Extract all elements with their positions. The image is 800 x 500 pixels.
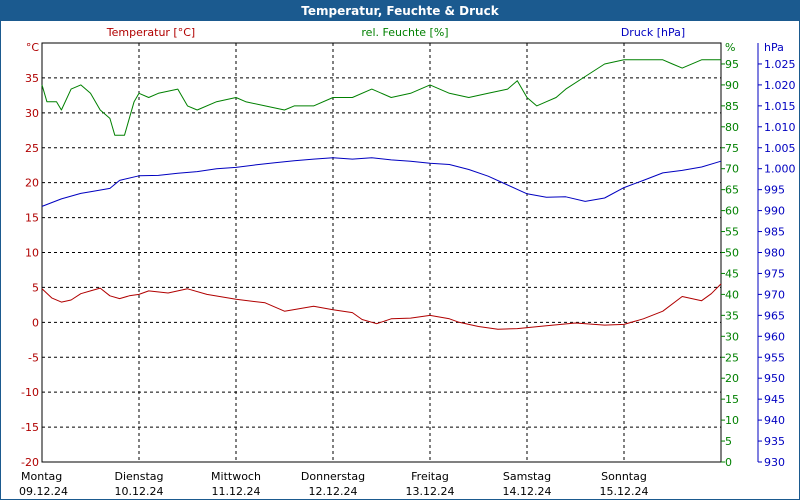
humidity-tick-label: 75: [725, 142, 739, 155]
x-tick-day-label: Freitag: [411, 470, 449, 483]
pressure-tick-label: 985: [764, 226, 785, 239]
humidity-tick-label: 50: [725, 247, 739, 260]
temperature-tick-label: 10: [25, 247, 39, 260]
humidity-tick-label: 65: [725, 184, 739, 197]
temperature-tick-label: 0: [32, 316, 39, 329]
temperature-tick-label: -5: [28, 351, 39, 364]
temperature-tick-label: -15: [21, 421, 39, 434]
pressure-tick-label: 965: [764, 309, 785, 322]
x-tick-date-label: 10.12.24: [115, 485, 164, 498]
pressure-tick-label: 930: [764, 456, 785, 469]
humidity-tick-label: 95: [725, 58, 739, 71]
temperature-tick-label: 5: [32, 281, 39, 294]
x-tick-date-label: 12.12.24: [309, 485, 358, 498]
temperature-axis-label: Temperatur [°C]: [106, 26, 195, 39]
humidity-tick-label: 35: [725, 309, 739, 322]
x-tick-day-label: Sonntag: [601, 470, 647, 483]
pressure-tick-label: 945: [764, 393, 785, 406]
x-tick-day-label: Donnerstag: [301, 470, 365, 483]
pressure-unit-label: hPa: [764, 41, 784, 54]
temperature-tick-label: -10: [21, 386, 39, 399]
pressure-tick-label: 970: [764, 288, 785, 301]
pressure-tick-label: 1.025: [764, 58, 796, 71]
pressure-tick-label: 990: [764, 205, 785, 218]
temperature-tick-label: 25: [25, 142, 39, 155]
temperature-tick-label: 30: [25, 107, 39, 120]
pressure-tick-label: 955: [764, 351, 785, 364]
series-lines: [41, 59, 722, 330]
humidity-tick-label: 0: [725, 456, 732, 469]
humidity-tick-label: 45: [725, 267, 739, 280]
temperature-tick-label: 20: [25, 177, 39, 190]
humidity-tick-label: 55: [725, 226, 739, 239]
humidity-tick-label: 20: [725, 372, 739, 385]
pressure-tick-label: 940: [764, 414, 785, 427]
pressure-axis-label: Druck [hPa]: [621, 26, 685, 39]
x-tick-date-label: 11.12.24: [212, 485, 261, 498]
pressure-tick-label: 975: [764, 267, 785, 280]
pressure-tick-label: 1.015: [764, 100, 796, 113]
humidity-axis-label: rel. Feuchte [%]: [361, 26, 448, 39]
humidity-tick-label: 25: [725, 351, 739, 364]
temperature-tick-label: 15: [25, 212, 39, 225]
x-tick-day-label: Mittwoch: [211, 470, 261, 483]
humidity-tick-label: 15: [725, 393, 739, 406]
pressure-tick-label: 935: [764, 435, 785, 448]
humidity-tick-label: 70: [725, 163, 739, 176]
humidity-unit-label: %: [725, 41, 735, 54]
pressure-tick-label: 1.010: [764, 121, 796, 134]
pressure-tick-label: 960: [764, 330, 785, 343]
humidity-tick-label: 10: [725, 414, 739, 427]
pressure-tick-label: 1.020: [764, 79, 796, 92]
humidity-tick-label: 60: [725, 205, 739, 218]
temperature-unit-label: °C: [26, 41, 40, 54]
pressure-tick-label: 1.000: [764, 163, 796, 176]
humidity-tick-label: 30: [725, 330, 739, 343]
humidity-tick-label: 80: [725, 121, 739, 134]
series-line-humidity: [41, 59, 721, 136]
window-title: Temperatur, Feuchte & Druck: [1, 1, 799, 21]
pressure-tick-label: 995: [764, 184, 785, 197]
grid-lines: [42, 43, 721, 462]
series-line-temperature: [41, 283, 722, 330]
x-tick-date-label: 15.12.24: [600, 485, 649, 498]
axis-ticks: -20 -15 -10 -5 0 5 10 15 20 25 30 35 Montag 09.12.24 D…: [19, 58, 796, 498]
temperature-tick-label: -20: [21, 456, 39, 469]
x-tick-day-label: Montag: [21, 470, 62, 483]
pressure-tick-label: 980: [764, 247, 785, 260]
x-tick-date-label: 13.12.24: [406, 485, 455, 498]
pressure-tick-label: 950: [764, 372, 785, 385]
x-tick-day-label: Samstag: [503, 470, 551, 483]
temperature-tick-label: 35: [25, 72, 39, 85]
x-tick-date-label: 09.12.24: [19, 485, 68, 498]
humidity-tick-label: 40: [725, 288, 739, 301]
humidity-tick-label: 90: [725, 79, 739, 92]
humidity-tick-label: 85: [725, 100, 739, 113]
humidity-tick-label: 5: [725, 435, 732, 448]
x-tick-date-label: 14.12.24: [503, 485, 552, 498]
series-line-pressure: [41, 157, 722, 207]
pressure-tick-label: 1.005: [764, 142, 796, 155]
x-tick-day-label: Dienstag: [114, 470, 163, 483]
